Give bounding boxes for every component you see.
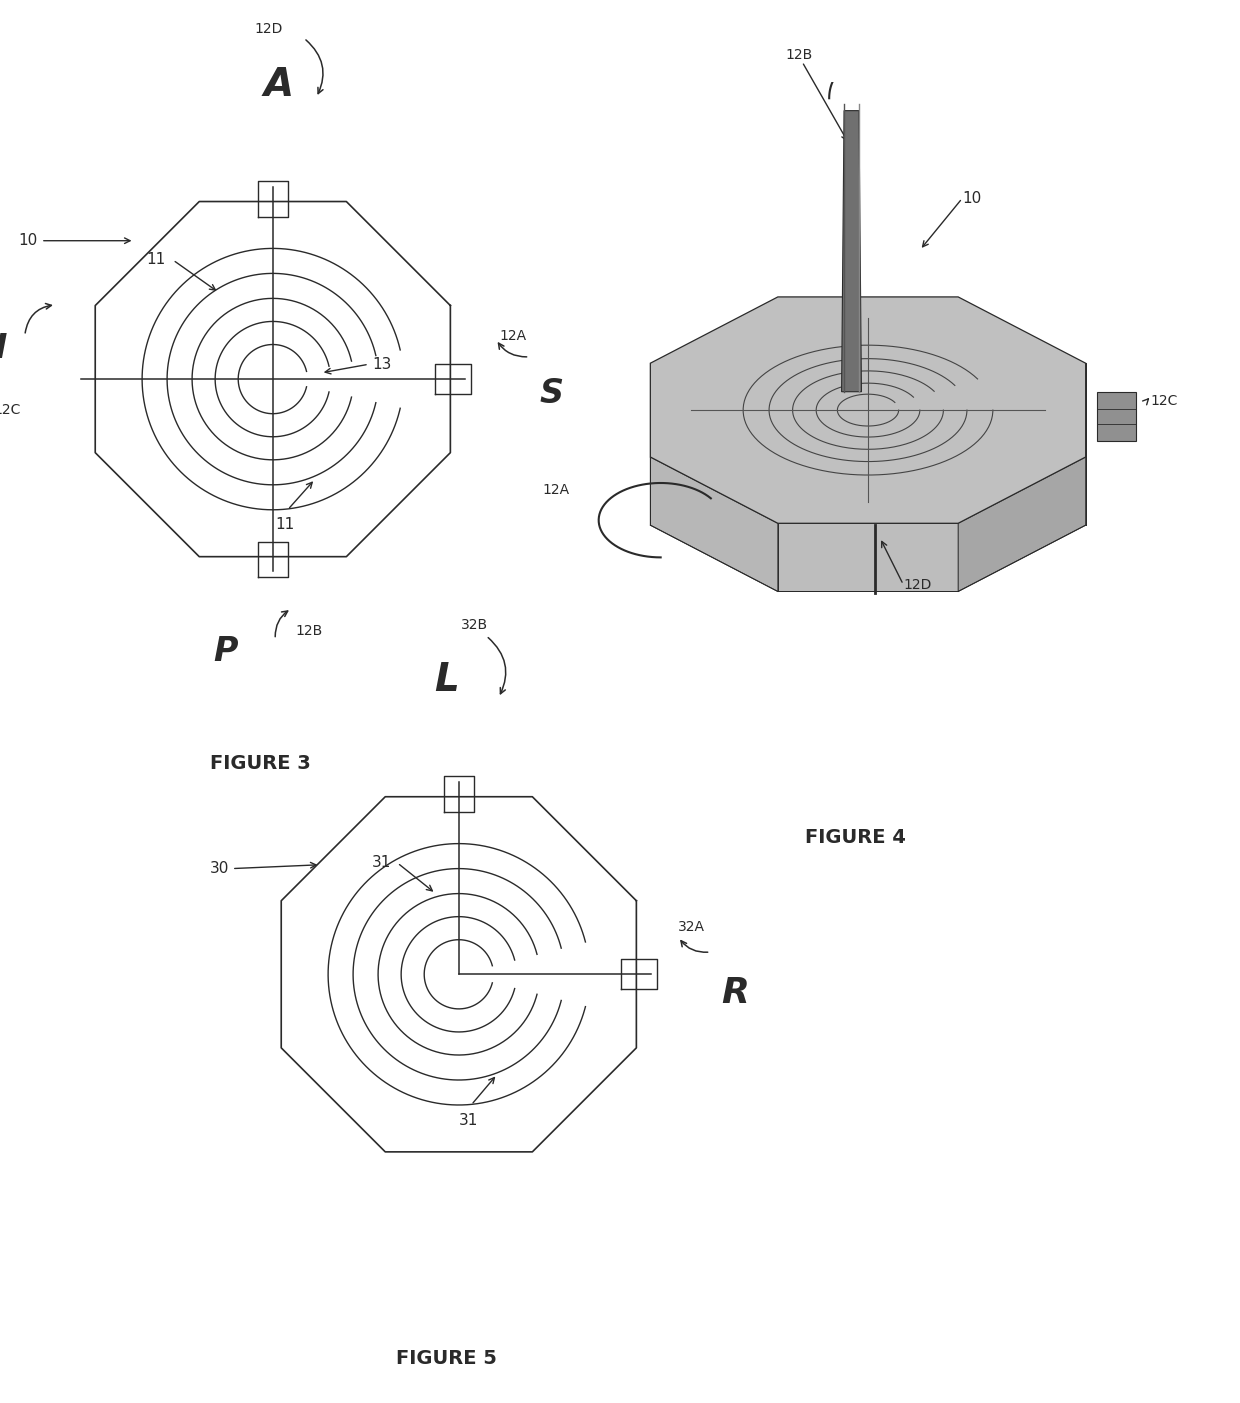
Text: A: A	[264, 66, 294, 104]
Polygon shape	[842, 111, 862, 391]
Text: I: I	[0, 331, 6, 365]
Text: 30: 30	[210, 861, 229, 875]
Text: 13: 13	[373, 356, 392, 372]
Text: 11: 11	[146, 253, 165, 268]
Text: 31: 31	[372, 856, 392, 870]
Text: 10: 10	[17, 233, 37, 248]
Text: 11: 11	[686, 380, 703, 394]
Text: 12B: 12B	[786, 48, 812, 62]
Text: 12B: 12B	[295, 624, 322, 638]
Text: 11: 11	[275, 518, 295, 533]
Polygon shape	[959, 457, 1086, 592]
Text: FIGURE 3: FIGURE 3	[210, 753, 311, 773]
Text: 12A: 12A	[543, 484, 570, 498]
Text: 32A: 32A	[678, 920, 706, 934]
Text: 12D: 12D	[254, 22, 283, 36]
Text: 12C: 12C	[0, 403, 21, 417]
Text: P: P	[213, 636, 238, 668]
Polygon shape	[1096, 391, 1136, 441]
Text: L: L	[434, 661, 459, 700]
Polygon shape	[650, 297, 1086, 523]
Text: FIGURE 4: FIGURE 4	[805, 828, 906, 847]
Text: FIGURE 5: FIGURE 5	[396, 1350, 497, 1368]
Polygon shape	[650, 457, 777, 592]
Text: 12C: 12C	[1151, 394, 1178, 408]
Text: R: R	[722, 976, 749, 1010]
Text: S: S	[539, 377, 564, 411]
Text: 13: 13	[817, 412, 835, 427]
Text: 11: 11	[967, 450, 985, 464]
Text: 10: 10	[962, 191, 982, 206]
Polygon shape	[777, 523, 959, 592]
Text: 12A: 12A	[500, 328, 527, 342]
Text: 31: 31	[459, 1113, 479, 1128]
Text: 32B: 32B	[461, 617, 489, 631]
Text: 12D: 12D	[903, 578, 931, 592]
